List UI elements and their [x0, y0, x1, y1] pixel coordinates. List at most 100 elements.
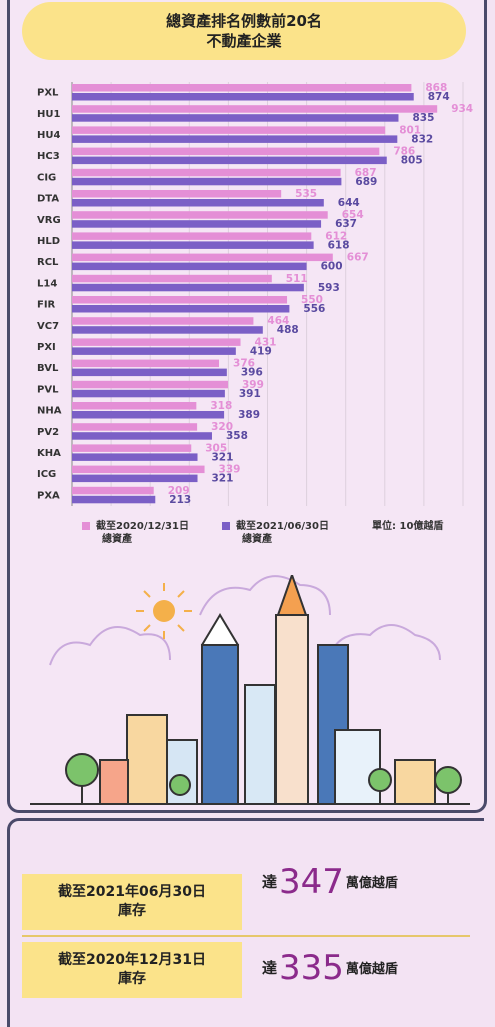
legend-swatch-purple — [222, 522, 230, 530]
bar-FIR-0 — [72, 296, 288, 304]
summary-label-2020: 截至2020年12月31日 庫存 — [22, 942, 242, 998]
legend-swatch-pink — [82, 522, 90, 530]
data-label: 318 — [210, 400, 232, 412]
data-label: 209 — [168, 485, 190, 497]
bar-PXL-1 — [72, 93, 414, 101]
bar-NHA-0 — [72, 402, 197, 410]
category-label: BVL — [37, 363, 59, 374]
category-label: PV2 — [37, 427, 59, 438]
category-label: HU4 — [37, 130, 60, 141]
bar-PVL-0 — [72, 380, 229, 389]
data-label: 464 — [267, 315, 289, 327]
bar-RCL-1 — [72, 262, 307, 271]
category-label: HLD — [37, 236, 60, 247]
bar-RCL-0 — [72, 253, 333, 262]
data-label: 654 — [342, 209, 364, 221]
category-label: L14 — [37, 278, 57, 289]
tree-icon — [434, 766, 462, 805]
data-label: 805 — [401, 155, 423, 167]
bar-PV2-1 — [72, 432, 212, 440]
city-skyline-illustration — [30, 575, 470, 805]
bar-CIG-0 — [72, 168, 341, 177]
data-label: 321 — [212, 451, 234, 463]
bar-HU4-0 — [72, 126, 386, 134]
bar-KHA-1 — [72, 453, 198, 461]
data-label: 612 — [325, 230, 347, 242]
bar-ICG-0 — [72, 465, 205, 474]
data-label: 550 — [301, 294, 323, 306]
tree-icon — [65, 753, 99, 805]
category-label: HU1 — [37, 109, 60, 120]
data-label: 358 — [226, 430, 248, 442]
bar-PVL-1 — [72, 389, 225, 398]
bar-PXL-0 — [72, 84, 412, 92]
data-label: 321 — [212, 473, 234, 485]
bar-PXI-0 — [72, 338, 241, 346]
data-label: 213 — [169, 494, 191, 506]
category-label: PVL — [37, 384, 59, 395]
category-label: HC3 — [37, 151, 60, 162]
tree-icon — [169, 774, 191, 796]
bar-BVL-1 — [72, 368, 227, 377]
data-label: 874 — [428, 91, 450, 103]
category-label: ICG — [37, 469, 56, 480]
data-label: 535 — [295, 188, 317, 200]
bar-PV2-0 — [72, 423, 198, 431]
legend-unit: 單位: 10億越盾 — [372, 521, 444, 532]
category-label: VRG — [37, 215, 61, 226]
bar-HC3-0 — [72, 147, 380, 156]
data-label: 934 — [451, 103, 473, 115]
data-label: 305 — [205, 442, 227, 454]
data-label: 320 — [211, 421, 233, 433]
data-label: 399 — [242, 379, 264, 391]
data-label: 488 — [277, 324, 299, 336]
bar-L14-1 — [72, 283, 304, 292]
category-label: DTA — [37, 194, 59, 205]
bar-FIR-1 — [72, 305, 290, 313]
data-label: 593 — [318, 282, 340, 294]
data-label: 600 — [321, 261, 343, 273]
summary-label-2021: 截至2021年06月30日 庫存 — [22, 874, 242, 930]
bar-VRG-0 — [72, 211, 328, 219]
summary-divider — [22, 935, 470, 937]
bar-HC3-1 — [72, 156, 387, 165]
data-label: 637 — [335, 218, 357, 230]
category-label: RCL — [37, 257, 59, 268]
legend-series-2021: 截至2021/06/30日 總資產 — [222, 520, 329, 546]
bar-DTA-0 — [72, 190, 282, 198]
data-label: 419 — [250, 345, 272, 357]
data-label: 868 — [425, 82, 447, 94]
data-label: 835 — [412, 112, 434, 124]
bar-KHA-0 — [72, 444, 192, 452]
bar-BVL-0 — [72, 359, 220, 368]
bar-HU1-1 — [72, 114, 399, 122]
legend-series-2020: 截至2020/12/31日 總資產 — [82, 520, 189, 546]
bar-PXI-1 — [72, 347, 236, 355]
data-label: 556 — [303, 303, 325, 315]
data-label: 511 — [286, 273, 308, 285]
bar-HU4-1 — [72, 135, 398, 143]
bar-chart: 01002003004005006007008009001000PXL86887… — [37, 82, 473, 506]
summary-panel — [7, 818, 484, 1027]
data-label: 667 — [347, 252, 369, 264]
data-label: 687 — [355, 167, 377, 179]
data-label: 376 — [233, 358, 255, 370]
category-label: FIR — [37, 300, 56, 311]
bar-PXA-1 — [72, 495, 156, 504]
category-label: PXA — [37, 490, 60, 501]
bar-HLD-1 — [72, 241, 314, 249]
category-label: PXL — [37, 88, 59, 99]
bar-CIG-1 — [72, 177, 342, 186]
data-label: 689 — [355, 176, 377, 188]
data-label: 389 — [238, 409, 260, 421]
title-line2: 不動產企業 — [206, 32, 282, 50]
category-label: CIG — [37, 172, 56, 183]
chart-title: 總資產排名例數前20名 不動產企業 — [22, 2, 466, 60]
bar-VC7-0 — [72, 317, 254, 325]
bar-HU1-0 — [72, 105, 438, 113]
data-label: 391 — [239, 388, 261, 400]
sun-icon — [136, 583, 192, 639]
category-label: PXI — [37, 342, 56, 353]
bar-VRG-1 — [72, 220, 322, 228]
data-label: 832 — [411, 133, 433, 145]
